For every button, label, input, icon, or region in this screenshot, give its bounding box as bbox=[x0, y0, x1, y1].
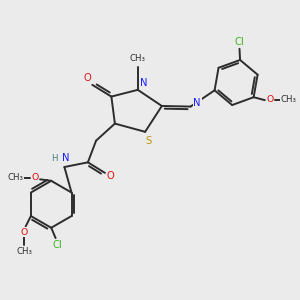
Text: O: O bbox=[21, 228, 28, 237]
Text: S: S bbox=[146, 136, 152, 146]
Text: N: N bbox=[193, 98, 201, 108]
Text: CH₃: CH₃ bbox=[16, 247, 32, 256]
Text: CH₃: CH₃ bbox=[130, 54, 146, 63]
Text: O: O bbox=[32, 173, 39, 182]
Text: N: N bbox=[140, 78, 147, 88]
Text: O: O bbox=[84, 74, 92, 83]
Text: Cl: Cl bbox=[52, 240, 62, 250]
Text: O: O bbox=[107, 171, 115, 181]
Text: O: O bbox=[266, 95, 273, 104]
Text: H: H bbox=[51, 154, 57, 163]
Text: CH₃: CH₃ bbox=[280, 95, 296, 104]
Text: Cl: Cl bbox=[235, 37, 244, 47]
Text: CH₃: CH₃ bbox=[8, 173, 23, 182]
Text: N: N bbox=[62, 153, 70, 163]
